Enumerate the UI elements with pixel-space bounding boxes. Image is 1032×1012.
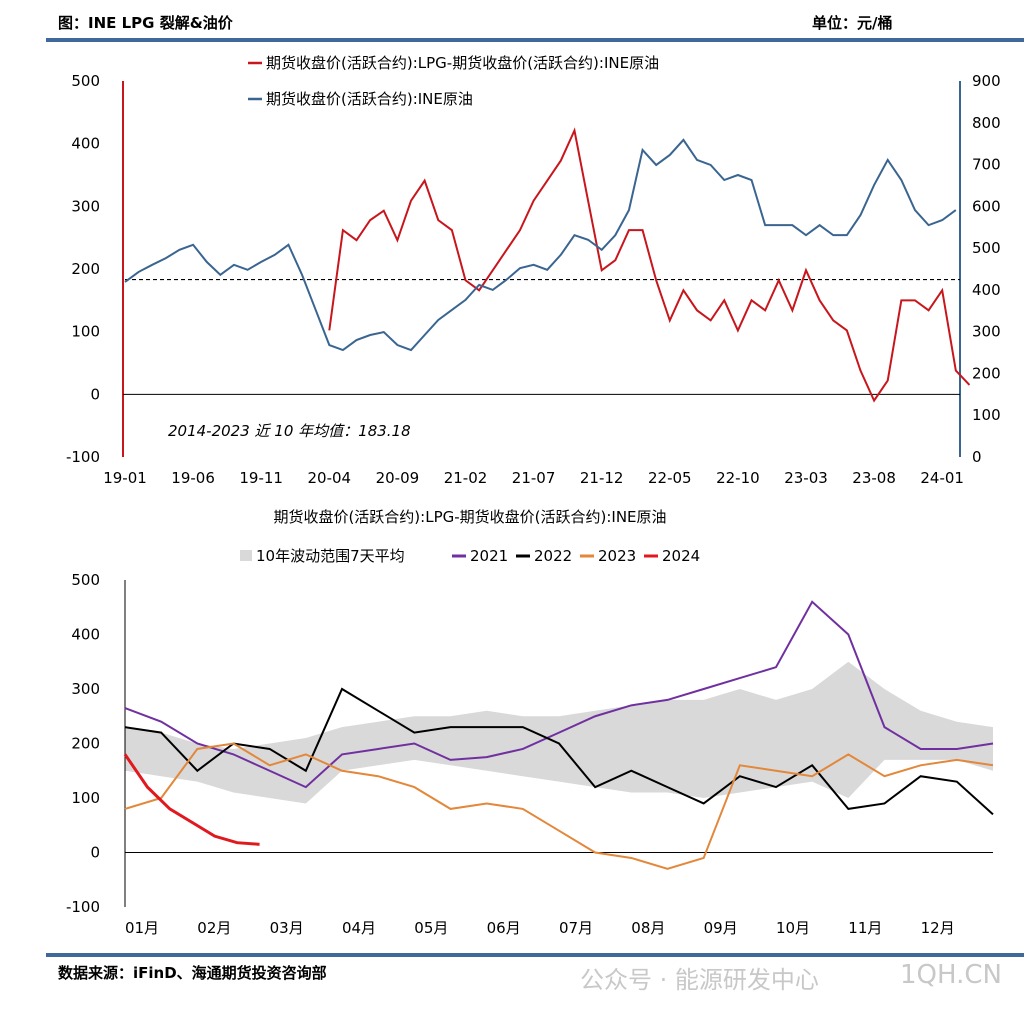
legend-label: 10年波动范围7天平均 — [256, 547, 405, 565]
x-tick-label: 22-05 — [648, 469, 692, 487]
x-tick-label: 12月 — [921, 919, 955, 937]
x-tick-label: 02月 — [197, 919, 231, 937]
right-tick-label: 500 — [972, 239, 1001, 257]
x-tick-label: 20-09 — [376, 469, 420, 487]
x-tick-label: 19-11 — [239, 469, 283, 487]
right-tick-label: 700 — [972, 156, 1001, 174]
figure-title: 图：INE LPG 裂解&油价 — [58, 14, 233, 32]
x-tick-label: 22-10 — [716, 469, 760, 487]
right-tick-label: 400 — [972, 281, 1001, 299]
x-tick-label: 01月 — [125, 919, 159, 937]
x-tick-label: 08月 — [631, 919, 665, 937]
legend-label: 2022 — [534, 547, 572, 565]
chart-title: 期货收盘价(活跃合约):LPG-期货收盘价(活跃合约):INE原油 — [273, 508, 666, 526]
right-tick-label: 100 — [972, 406, 1001, 424]
right-tick-label: 800 — [972, 114, 1001, 132]
x-tick-label: 07月 — [559, 919, 593, 937]
y-tick-label: 100 — [71, 789, 100, 807]
x-tick-label: 06月 — [487, 919, 521, 937]
x-tick-label: 21-07 — [512, 469, 556, 487]
right-tick-label: 200 — [972, 364, 1001, 382]
right-tick-label: 300 — [972, 323, 1001, 341]
top-rule — [46, 38, 1024, 42]
series-ine-crude-line — [124, 138, 957, 352]
average-annotation: 2014-2023 近 10 年均值：183.18 — [168, 422, 411, 440]
y-tick-label: 300 — [71, 680, 100, 698]
right-tick-label: 0 — [972, 448, 982, 466]
series-2024-line — [123, 753, 260, 846]
series-2023-line — [124, 742, 994, 870]
legend-label: 2021 — [470, 547, 508, 565]
x-tick-label: 21-02 — [444, 469, 488, 487]
x-tick-label: 04月 — [342, 919, 376, 937]
x-tick-label: 10月 — [776, 919, 810, 937]
x-tick-label: 03月 — [270, 919, 304, 937]
unit-label: 单位：元/桶 — [812, 14, 893, 32]
watermark-text: 公众号 · 能源研发中心 — [580, 966, 819, 994]
y-tick-label: 400 — [71, 626, 100, 644]
x-tick-label: 23-08 — [852, 469, 896, 487]
left-tick-label: 400 — [71, 135, 100, 153]
legend-label: 2023 — [598, 547, 636, 565]
source-note: 数据来源：iFinD、海通期货投资咨询部 — [58, 964, 327, 982]
left-tick-label: 500 — [71, 72, 100, 90]
x-tick-label: 21-12 — [580, 469, 624, 487]
x-tick-label: 05月 — [414, 919, 448, 937]
left-tick-label: 200 — [71, 260, 100, 278]
legend-label: 期货收盘价(活跃合约):LPG-期货收盘价(活跃合约):INE原油 — [266, 54, 659, 72]
left-tick-label: 300 — [71, 197, 100, 215]
y-tick-label: 0 — [90, 844, 100, 862]
x-tick-label: 20-04 — [308, 469, 352, 487]
bottom-rule — [46, 953, 1024, 957]
legend-band-swatch — [240, 550, 252, 561]
legend-label: 期货收盘价(活跃合约):INE原油 — [266, 90, 473, 108]
left-tick-label: 0 — [90, 385, 100, 403]
legend-label: 2024 — [662, 547, 700, 565]
y-tick-label: 500 — [71, 571, 100, 589]
y-tick-label: -100 — [66, 898, 100, 916]
y-tick-label: 200 — [71, 735, 100, 753]
x-tick-label: 24-01 — [920, 469, 964, 487]
left-tick-label: -100 — [66, 448, 100, 466]
x-tick-label: 11月 — [848, 919, 882, 937]
x-tick-label: 09月 — [704, 919, 738, 937]
x-tick-label: 19-06 — [171, 469, 215, 487]
watermark-site: 1QH.CN — [900, 960, 1002, 990]
series-2021-line — [124, 600, 994, 789]
left-tick-label: 100 — [71, 323, 100, 341]
right-tick-label: 900 — [972, 72, 1001, 90]
series-lpg-spread-line — [328, 127, 971, 403]
series-2022-line — [124, 687, 994, 816]
x-tick-label: 23-03 — [784, 469, 828, 487]
right-tick-label: 600 — [972, 197, 1001, 215]
x-tick-label: 19-01 — [103, 469, 147, 487]
